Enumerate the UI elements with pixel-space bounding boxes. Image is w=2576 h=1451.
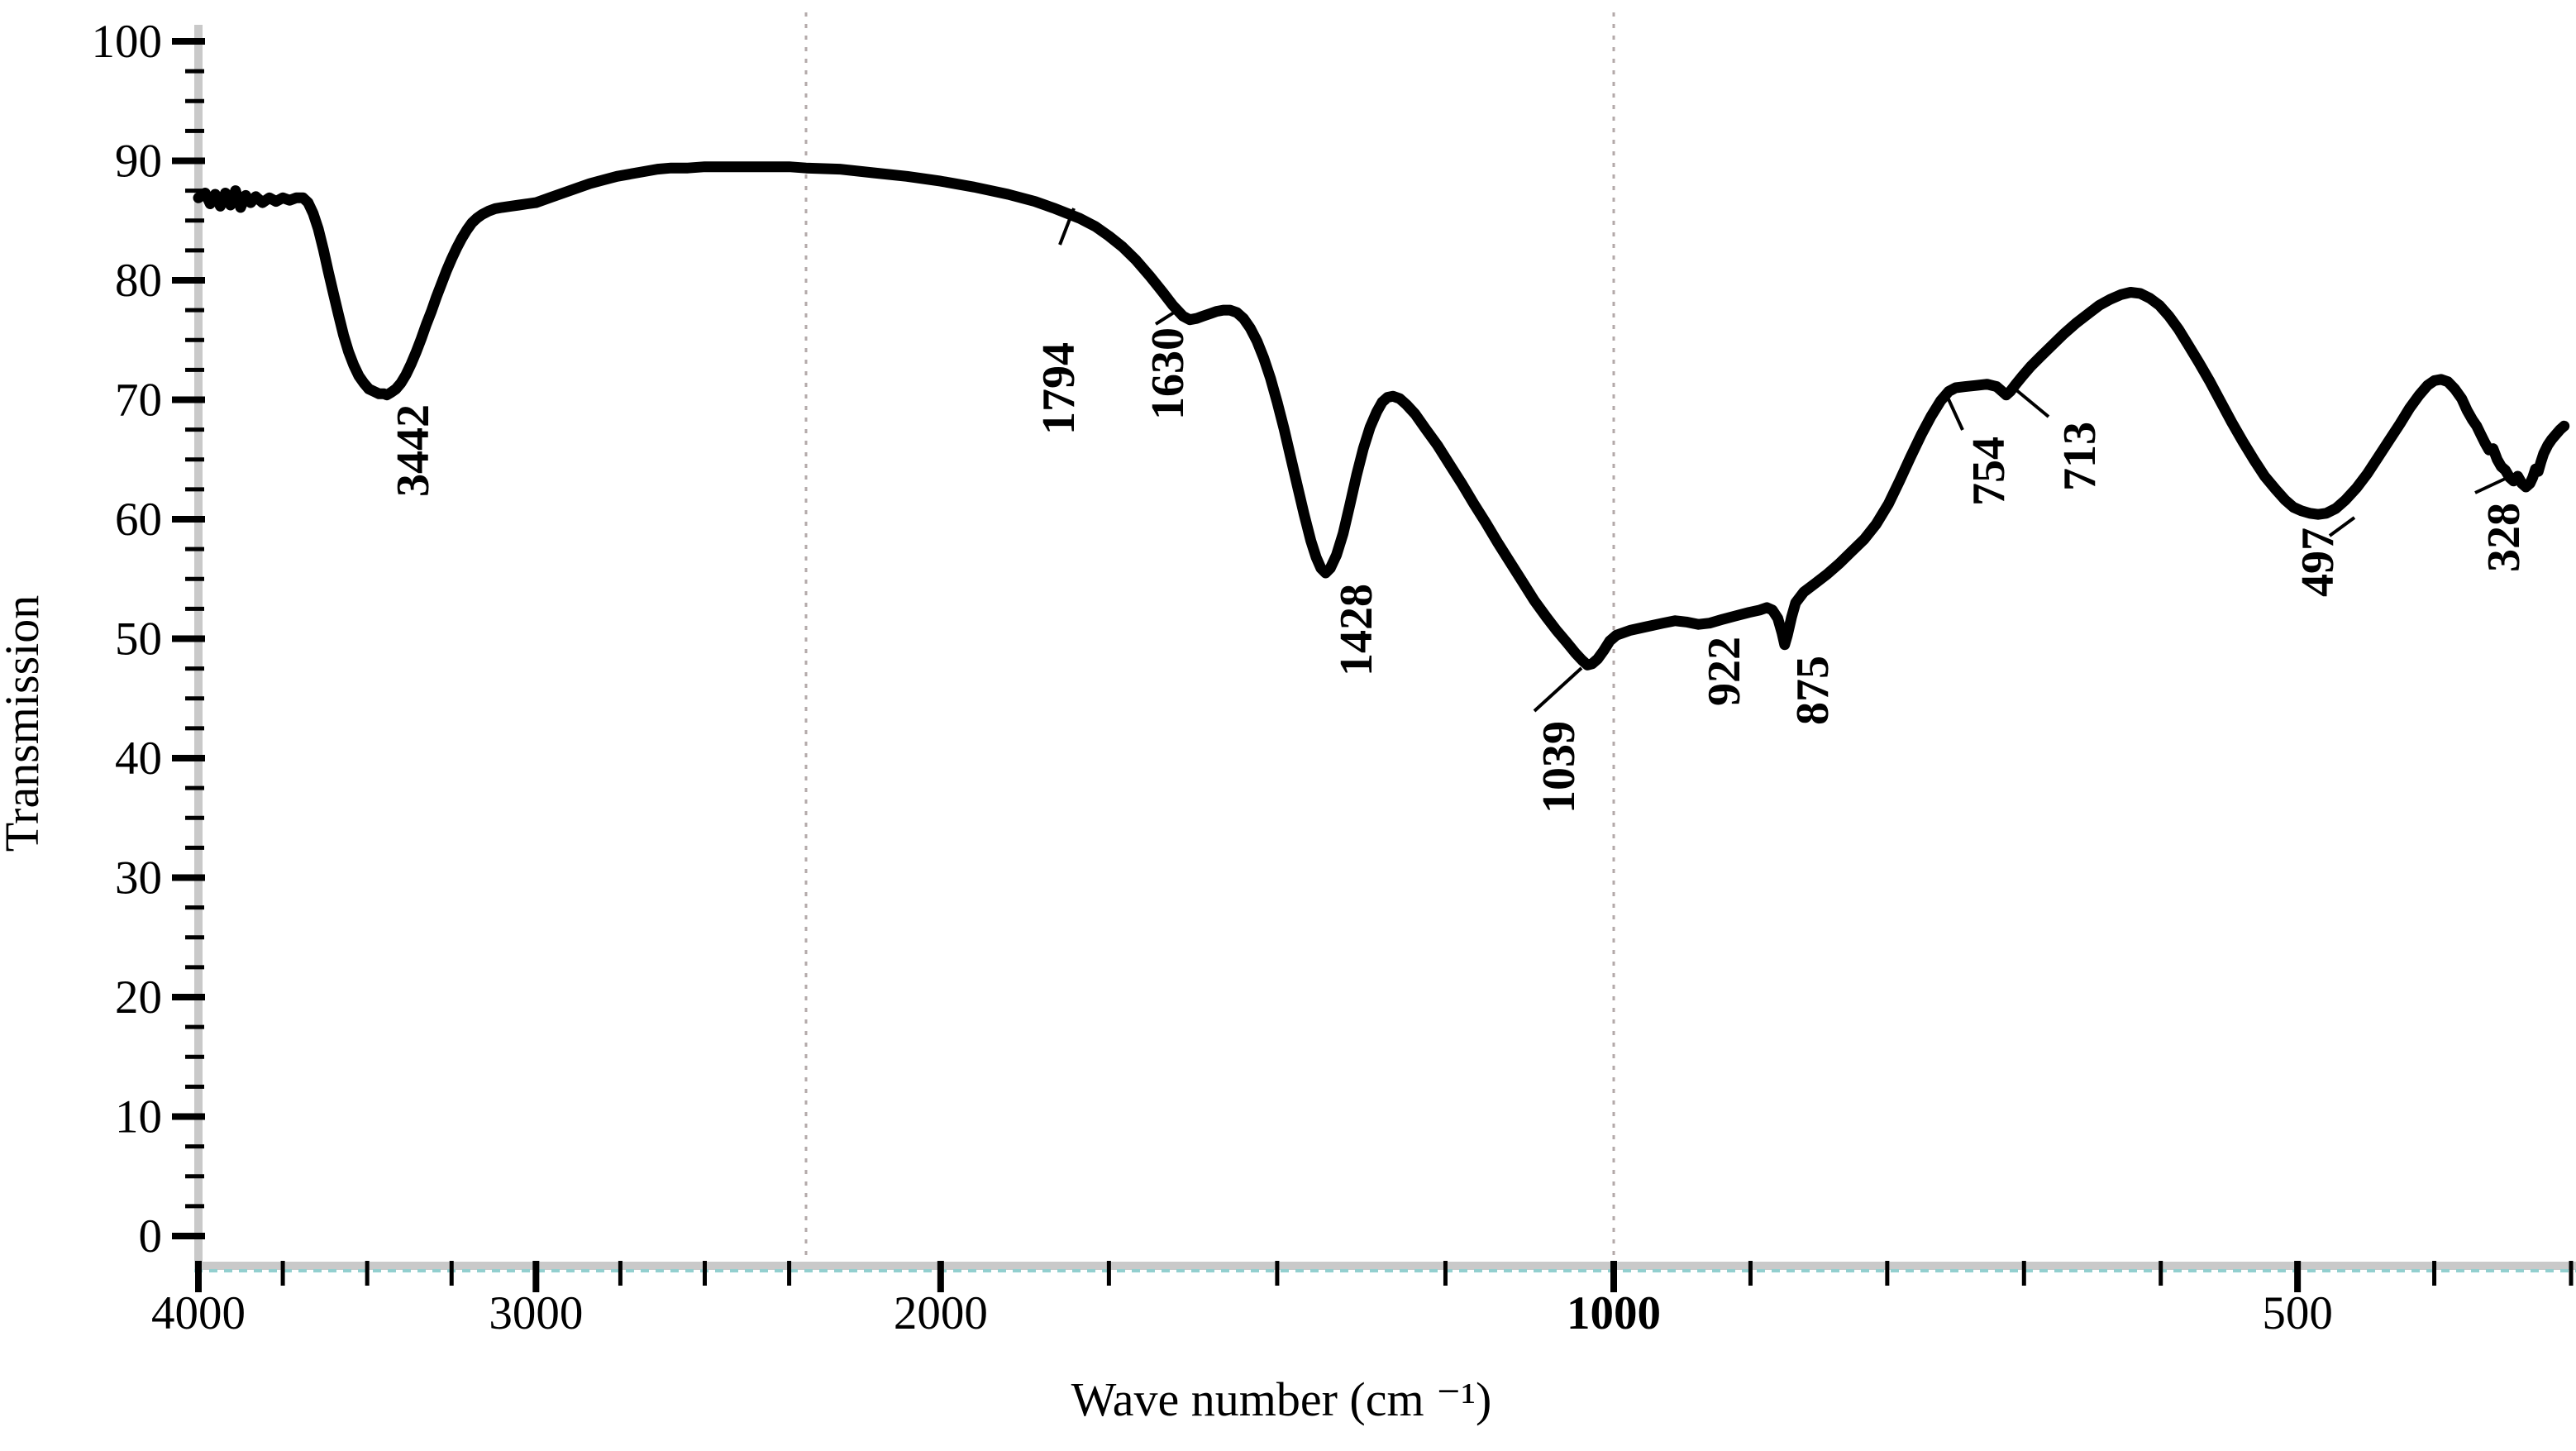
peak-leader-713 <box>2009 384 2050 418</box>
peak-label-1428: 1428 <box>1331 584 1382 676</box>
x-tick-label-3000: 3000 <box>489 1287 583 1339</box>
y-axis-title: Transmission <box>0 595 49 852</box>
y-tick-label-30: 30 <box>115 852 162 904</box>
y-tick-label-60: 60 <box>115 494 162 546</box>
x-tick-label-4000: 4000 <box>151 1287 246 1339</box>
y-tick-label-70: 70 <box>115 375 162 427</box>
peak-label-1630: 1630 <box>1143 327 1194 420</box>
peak-label-713: 713 <box>2054 422 2106 491</box>
y-tick-label-100: 100 <box>92 16 163 68</box>
y-axis-line <box>194 25 203 1270</box>
ticks-layer <box>172 38 2574 1292</box>
tick-labels-layer: 0 10 20 30 40 50 60 70 80 90 100 4000 3000 2000 1000 50… <box>92 16 2333 1339</box>
peak-label-1794: 1794 <box>1033 342 1085 435</box>
peak-label-328: 328 <box>2478 503 2530 572</box>
peak-leader-754 <box>1943 389 1964 431</box>
spectrum-curve <box>193 161 2570 671</box>
x-tick-label-1000: 1000 <box>1567 1287 1661 1339</box>
y-tick-label-50: 50 <box>115 613 162 666</box>
x-tick-label-2000: 2000 <box>894 1287 988 1339</box>
peak-annotations-layer: 3442 1794 1630 1428 1039 922 875 754 713 497 328 <box>388 208 2530 814</box>
peak-leader-1630 <box>1154 311 1176 326</box>
peak-leader-497 <box>2328 516 2356 537</box>
y-tick-label-40: 40 <box>115 733 162 785</box>
peak-label-497: 497 <box>2292 527 2344 597</box>
y-tick-label-20: 20 <box>115 971 162 1024</box>
peak-label-922: 922 <box>1699 637 1750 706</box>
y-tick-label-90: 90 <box>115 136 162 188</box>
y-tick-label-0: 0 <box>139 1210 163 1262</box>
peak-leader-1039 <box>1533 666 1583 713</box>
peak-label-3442: 3442 <box>388 404 439 497</box>
axes-layer <box>194 25 2576 1272</box>
peak-leader-1794 <box>1058 208 1076 246</box>
x-tick-label-500: 500 <box>2262 1287 2333 1339</box>
peak-label-754: 754 <box>1963 437 2015 506</box>
gridlines-layer <box>804 12 1615 1266</box>
peak-label-1039: 1039 <box>1534 721 1585 814</box>
peak-label-875: 875 <box>1787 656 1839 725</box>
peak-leader-328 <box>2474 473 2515 494</box>
y-tick-label-80: 80 <box>115 255 162 307</box>
y-tick-label-10: 10 <box>115 1091 162 1143</box>
x-axis-title: Wave number (cm ⁻¹) <box>1071 1372 1492 1426</box>
x-axis-line <box>194 1262 2576 1270</box>
curve-layer <box>193 161 2570 671</box>
